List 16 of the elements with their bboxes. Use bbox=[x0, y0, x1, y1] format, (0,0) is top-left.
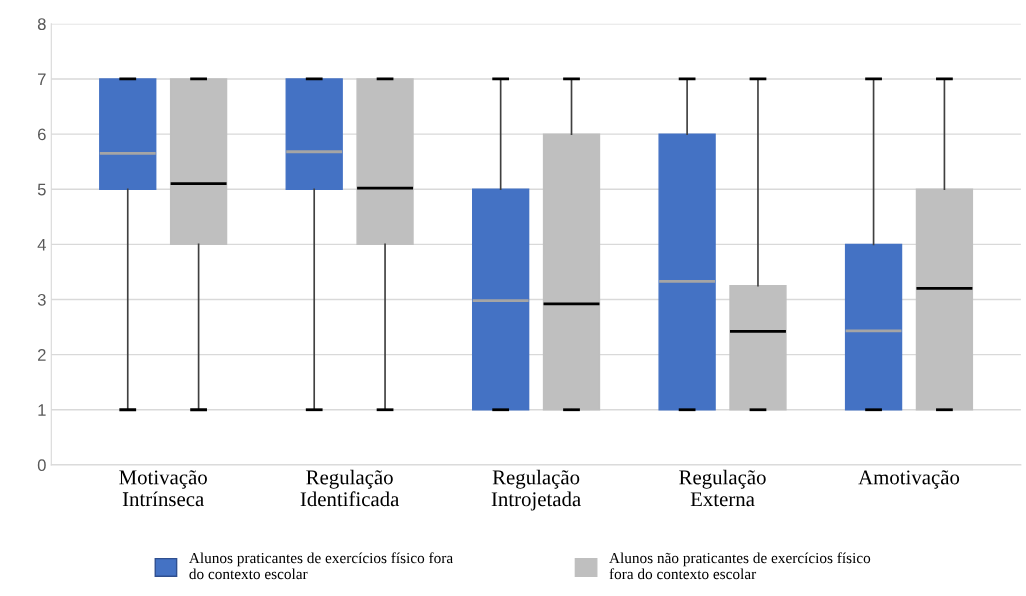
legend-label: Alunos não praticantes de exercícios físico fora do contexto escolar bbox=[609, 552, 871, 580]
y-tick-label: 0 bbox=[37, 459, 46, 472]
x-tick-label: Regulação Introjetada bbox=[491, 469, 581, 511]
y-tick-label: 5 bbox=[37, 183, 46, 196]
x-tick-label: Amotivação bbox=[858, 470, 960, 489]
x-tick-label: Regulação Identificada bbox=[300, 469, 400, 507]
y-tick-label: 3 bbox=[37, 293, 46, 306]
x-tick-label: Regulação Externa bbox=[679, 469, 766, 507]
y-tick-label: 2 bbox=[38, 349, 46, 361]
legend-label: Alunos praticantes de exercícios físico fora do contexto escolar bbox=[189, 552, 453, 580]
y-tick-label: 7 bbox=[38, 73, 46, 86]
y-tick-label: 6 bbox=[38, 128, 46, 141]
y-tick-label: 1 bbox=[38, 404, 46, 416]
y-tick-label: 8 bbox=[37, 18, 46, 31]
y-tick-label: 4 bbox=[37, 238, 46, 251]
x-tick-label: Motivação Intrínseca bbox=[119, 470, 207, 507]
